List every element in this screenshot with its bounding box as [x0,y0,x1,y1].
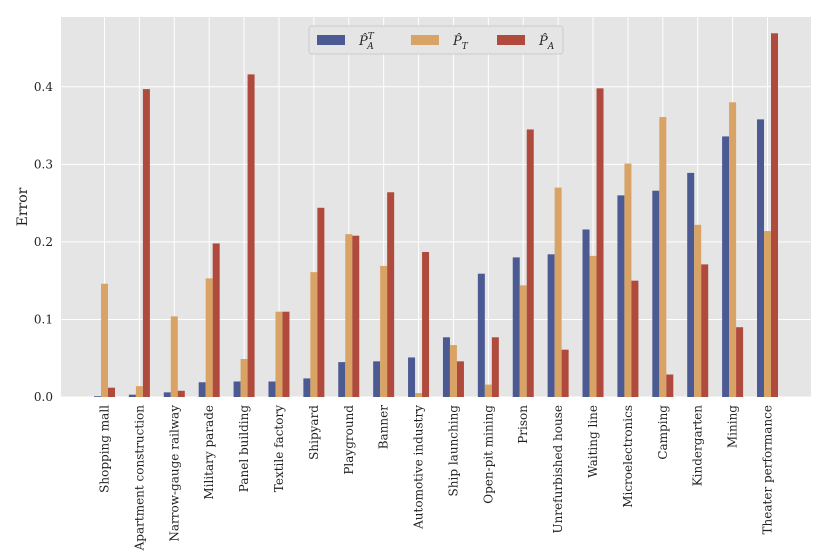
bar [519,285,527,397]
bar [282,311,290,397]
bar [596,88,604,398]
bar [422,251,430,397]
bar [771,33,778,398]
bar [170,316,178,397]
bar [415,393,423,397]
x-tick-label: Automotive industry [412,405,426,530]
x-tick-label: Theater performance [761,405,775,534]
bar [484,384,492,397]
legend: P̂T A P̂T P̂A [308,25,564,55]
y-tick-label: 0.3 [34,157,53,171]
legend-label: P̂T [452,33,469,52]
bar [338,362,346,397]
bar [380,265,388,397]
bar [736,327,744,397]
y-tick-label: 0.0 [34,390,53,404]
bar [142,89,150,398]
y-axis-ticks: 0.0 0.1 0.2 0.3 0.4 [34,80,53,404]
x-tick-label: Microelectronics [621,405,635,508]
bar [387,192,395,397]
bar [101,283,108,397]
plot-background [61,17,811,397]
bar [512,257,520,397]
y-tick-label: 0.1 [34,312,53,326]
bar [198,382,206,397]
bar [240,359,248,397]
legend-swatch [497,35,525,45]
bar [666,374,674,397]
bar [303,378,311,397]
bar [687,172,695,397]
bar [177,390,185,397]
bar [135,386,143,397]
bar [694,224,702,397]
bar [247,74,255,397]
bar [449,345,457,397]
bar [561,349,569,397]
x-tick-label: Military parade [202,405,216,500]
x-tick-label: Open-pit mining [481,405,495,504]
bar [624,163,632,397]
x-tick-label: Unrefurbished house [551,405,565,534]
bar [205,278,213,397]
bar [491,337,499,397]
y-tick-label: 0.4 [34,80,53,94]
legend-label: P̂T A [358,32,375,52]
bar [408,357,416,397]
x-tick-label: Playground [342,405,356,475]
bar [589,255,597,397]
bar [722,136,730,397]
bar [352,235,360,397]
bar [442,337,450,397]
x-tick-label: Kindergarten [691,405,705,487]
bar [582,229,590,397]
x-tick-label: Narrow-gauge railway [167,405,181,542]
bars [94,33,778,398]
bar [310,272,318,397]
bar [456,361,464,397]
x-tick-label: Textile factory [272,405,286,492]
x-tick-label: Prison [516,405,530,444]
x-tick-label: Apartment construction [132,405,146,552]
bar [163,392,171,397]
bar [652,190,660,397]
x-tick-label: Ship launching [446,405,460,497]
x-tick-label: Mining [726,405,740,448]
x-tick-label: Waiting line [586,405,600,478]
bar [128,394,136,397]
bar [108,387,115,397]
bar [617,195,625,397]
bar [94,396,101,397]
bar [233,381,241,397]
bar [373,361,381,397]
bar [757,119,764,398]
x-axis-ticks: Shopping mall Apartment construction Narro… [98,405,775,552]
bar [631,280,639,397]
x-tick-label: Shipyard [307,405,321,460]
bar [212,243,220,397]
x-tick-label: Camping [656,405,670,460]
x-tick-label: Panel building [237,405,251,493]
bar [659,117,667,397]
bar [701,264,709,397]
x-tick-label: Shopping mall [98,405,112,493]
y-axis-label: Error [15,187,31,226]
bar [547,254,555,397]
bar [275,311,283,397]
bar [317,207,325,397]
y-tick-label: 0.2 [34,235,53,249]
legend-label: P̂A [538,33,555,52]
x-tick-label: Banner [377,405,391,450]
legend-swatch [411,35,439,45]
bar [554,187,562,397]
bar [477,273,485,397]
bar [268,381,276,397]
bar [526,129,534,397]
legend-swatch [317,35,345,45]
bar [345,234,353,397]
bar [764,231,771,397]
bar [729,102,737,397]
